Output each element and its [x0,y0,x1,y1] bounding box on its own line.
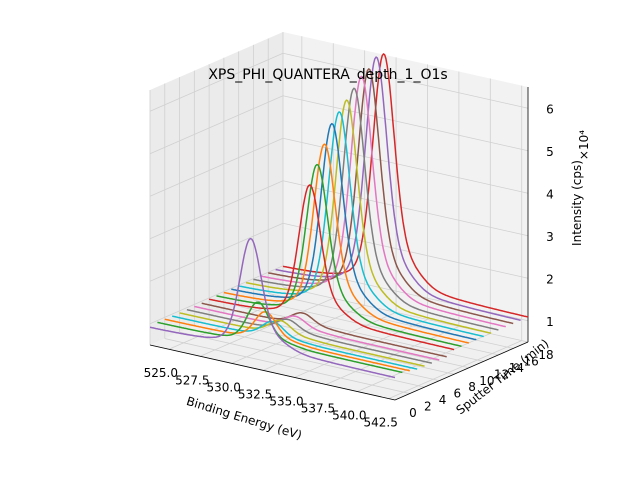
grid-line-z-back [282,137,529,194]
grid-line-z-left [149,95,284,155]
y-tick-label: 18 [538,348,553,362]
grid-line-y-floor [164,338,410,394]
z-tick-label: 3 [546,230,554,244]
y-tick-label: 6 [453,387,461,401]
series-line-0 [149,237,396,379]
series-line-18 [282,53,529,318]
series-line-17 [275,56,521,321]
z-axis-label: Intensity (cps) [570,160,584,246]
z-axis-scale-label: ×10⁴ [577,130,591,160]
tick-labels: 542.5540.0537.5535.0532.5530.0527.5525.0… [144,102,554,429]
y-tick-label: 10 [479,374,494,388]
series-line-7 [201,302,447,358]
z-tick-label: 4 [546,187,554,201]
x-tick-label: 527.5 [175,373,209,387]
series-line-12 [238,111,484,338]
grid-line-y-floor [238,305,484,362]
y-tick-label: 16 [524,354,539,368]
z-tick-label: 5 [546,145,554,159]
y-tick-label: 4 [439,393,447,407]
series-line-13 [245,99,492,334]
series-line-1 [157,301,403,374]
grid-line-x-floor [294,319,428,378]
x-tick-label: 530.0 [207,380,241,394]
series-line-2 [164,311,410,372]
z-tick-label: 1 [546,315,554,329]
grid-line-z-back [282,95,529,152]
series-line-11 [231,122,477,341]
grid-line-x-floor [231,304,365,364]
x-tick-label: 542.5 [364,416,398,430]
series-line-14 [253,87,499,331]
x-axis-line [149,344,396,401]
series-line-3 [172,315,418,370]
grid-line-z-back [282,52,529,109]
series-line-8 [208,184,455,351]
y-tick-label: 0 [409,406,417,420]
x-tick-label: 540.0 [332,409,366,423]
axis-lines [149,87,529,401]
y-tick-label: 2 [424,400,432,414]
z-tick-label: 2 [546,272,554,286]
series-lines [149,53,529,379]
grid-line-x-floor [200,297,334,357]
grid-line-z-left [149,222,284,282]
grid-line-z-left [149,52,284,112]
grid-lines [149,32,529,401]
x-tick-label: 537.5 [301,402,335,416]
grid-line-x-floor [388,340,522,399]
floor-pane [150,287,528,400]
x-tick-label: 525.0 [144,366,178,380]
grid-line-z-left [149,137,284,197]
y-tick-label: 12 [494,367,509,381]
chart-title: XPS_PHI_QUANTERA_depth_1_O1s [208,67,447,83]
x-tick-label: 532.5 [238,387,272,401]
grid-line-x-floor [262,312,397,371]
y-tick-label: 14 [509,361,524,375]
series-line-6 [194,305,440,361]
x-tick-label: 535.0 [269,394,303,408]
y-axis-line [394,341,529,401]
grid-line-z-left [149,180,284,240]
y-tick-label: 8 [468,380,476,394]
z-tick-label: 6 [546,102,554,116]
series-line-9 [216,163,462,348]
series-line-4 [179,312,425,367]
grid-line-y-floor [179,331,425,388]
series-line-5 [186,308,433,364]
